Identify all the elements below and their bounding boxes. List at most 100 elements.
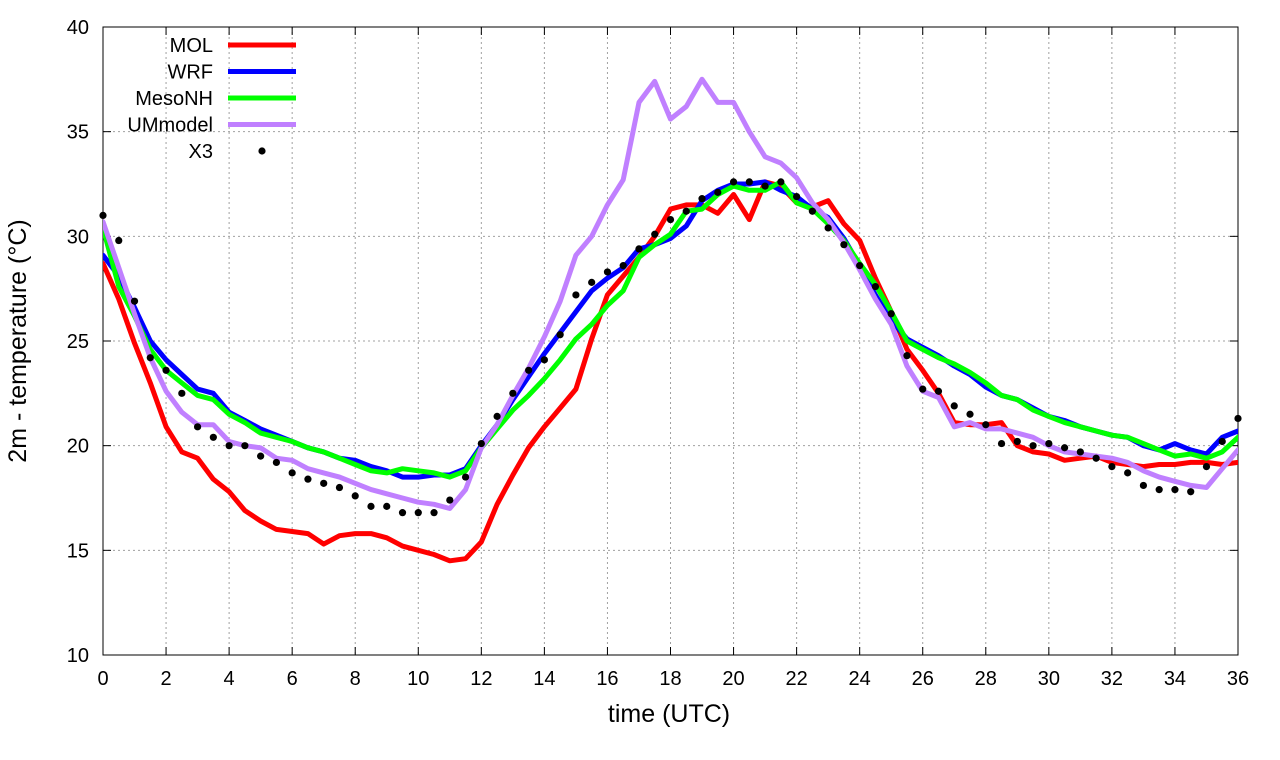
x-tick-label: 18	[659, 668, 681, 690]
series-x3-point	[1234, 414, 1242, 423]
x-tick-label: 28	[975, 668, 997, 690]
series-x3-point	[824, 224, 832, 232]
series-x3-point	[351, 492, 359, 500]
series-x3-point	[525, 366, 533, 374]
series-x3-point	[698, 195, 706, 203]
series-x3-point	[477, 439, 485, 448]
series-x3-point	[777, 178, 785, 186]
series-x3-point	[146, 354, 154, 362]
series-x3-point	[666, 215, 675, 224]
y-axis-title: 2m - temperature (°C)	[4, 219, 32, 462]
series-x3-point	[1013, 437, 1021, 446]
axes: 0 2 4 6 8 10 12 14 16 18 20 22 24 26 28 30 32 34 361015202…	[67, 17, 1249, 690]
series-x3-point	[414, 509, 422, 517]
y-tick-label: 15	[67, 540, 89, 562]
series-x3-point	[950, 402, 958, 410]
series-x3-point	[209, 433, 217, 441]
x-tick-label: 12	[470, 668, 492, 690]
legend-label-mol: MOL	[170, 35, 213, 57]
series-x3-point	[588, 278, 596, 286]
series-x3-point	[320, 479, 328, 487]
series-x3-point	[635, 245, 643, 253]
series-x3-point	[572, 291, 580, 299]
series-x3-point	[871, 282, 880, 291]
series-x3-point	[193, 423, 202, 431]
series-x3-point	[1076, 448, 1084, 456]
series-x3-point	[130, 297, 139, 305]
series-x3-point	[257, 452, 265, 460]
series-x3-point	[808, 207, 816, 215]
x-tick-label: 4	[224, 668, 235, 690]
x-tick-label: 30	[1038, 668, 1060, 690]
series-x3-point	[272, 458, 281, 467]
series-x3-point	[856, 262, 864, 270]
series-group	[99, 76, 1242, 564]
series-x3-point	[241, 442, 249, 450]
series-x3-point	[793, 192, 801, 201]
series-x3-point	[509, 389, 517, 397]
x-tick-label: 0	[97, 668, 108, 690]
series-x3-point	[1124, 469, 1132, 477]
x-tick-label: 20	[722, 668, 744, 690]
legend-label-ummodel: UMmodel	[127, 115, 213, 137]
x-tick-label: 22	[785, 668, 807, 690]
x-tick-label: 10	[407, 668, 429, 690]
x-tick-label: 26	[912, 668, 934, 690]
x-tick-label: 8	[350, 668, 361, 690]
x-axis-title: time (UTC)	[608, 700, 730, 728]
series-x3-point	[335, 483, 344, 492]
y-tick-label: 30	[67, 226, 89, 248]
legend-swatch-x3	[258, 147, 266, 155]
series-x3-point	[729, 178, 738, 186]
series-x3-point	[430, 509, 438, 517]
series-x3-point	[1060, 444, 1069, 452]
y-tick-label: 35	[67, 122, 89, 144]
legend-label-x3: X3	[189, 141, 213, 163]
series-x3-point	[461, 473, 470, 481]
series-x3-point	[556, 331, 564, 339]
series-x3-point	[1045, 439, 1053, 448]
series-x3-point	[115, 236, 123, 245]
series-x3-point	[288, 469, 296, 477]
series-x3-point	[162, 366, 170, 374]
series-x3-point	[651, 230, 659, 238]
series-x3-point	[1155, 486, 1163, 494]
series-x3-point	[367, 502, 375, 510]
series-x3-point	[99, 211, 107, 219]
series-x3-point	[1108, 463, 1116, 471]
series-x3-point	[383, 502, 391, 510]
legend: MOL WRF MesoNH UMmodel X3	[127, 35, 296, 163]
series-mol-line	[103, 179, 1238, 564]
series-x3-point	[887, 310, 895, 318]
series-x3-point	[446, 496, 454, 504]
series-x3-point	[997, 439, 1006, 448]
series-x3-point	[966, 410, 974, 418]
series-x3-point	[682, 207, 690, 215]
series-x3-point	[398, 509, 407, 517]
y-tick-label: 20	[67, 436, 89, 458]
legend-label-wrf: WRF	[167, 62, 213, 84]
series-x3-point	[603, 268, 612, 276]
series-x3-point	[745, 178, 753, 186]
series-x3-point	[225, 442, 233, 450]
series-x3-point	[903, 352, 911, 360]
series-mesonh-line	[103, 179, 1238, 480]
series-x3-point	[1092, 454, 1100, 462]
series-x3-point	[1202, 463, 1211, 471]
series-x3-point	[1218, 437, 1226, 446]
series-x3-point	[761, 182, 769, 190]
series-x3-point	[840, 241, 848, 249]
series-x3-point	[619, 262, 627, 270]
y-tick-label: 25	[67, 331, 89, 353]
series-x3-point	[540, 356, 548, 364]
x-tick-label: 2	[160, 668, 171, 690]
series-x3-point	[304, 475, 312, 483]
series-x3-point	[1029, 442, 1037, 450]
series-x3-point	[178, 389, 186, 397]
y-tick-label: 10	[67, 645, 89, 667]
x-tick-label: 34	[1164, 668, 1186, 690]
x-tick-label: 14	[533, 668, 555, 690]
x-tick-label: 36	[1227, 668, 1249, 690]
series-x3-point	[1171, 486, 1179, 494]
